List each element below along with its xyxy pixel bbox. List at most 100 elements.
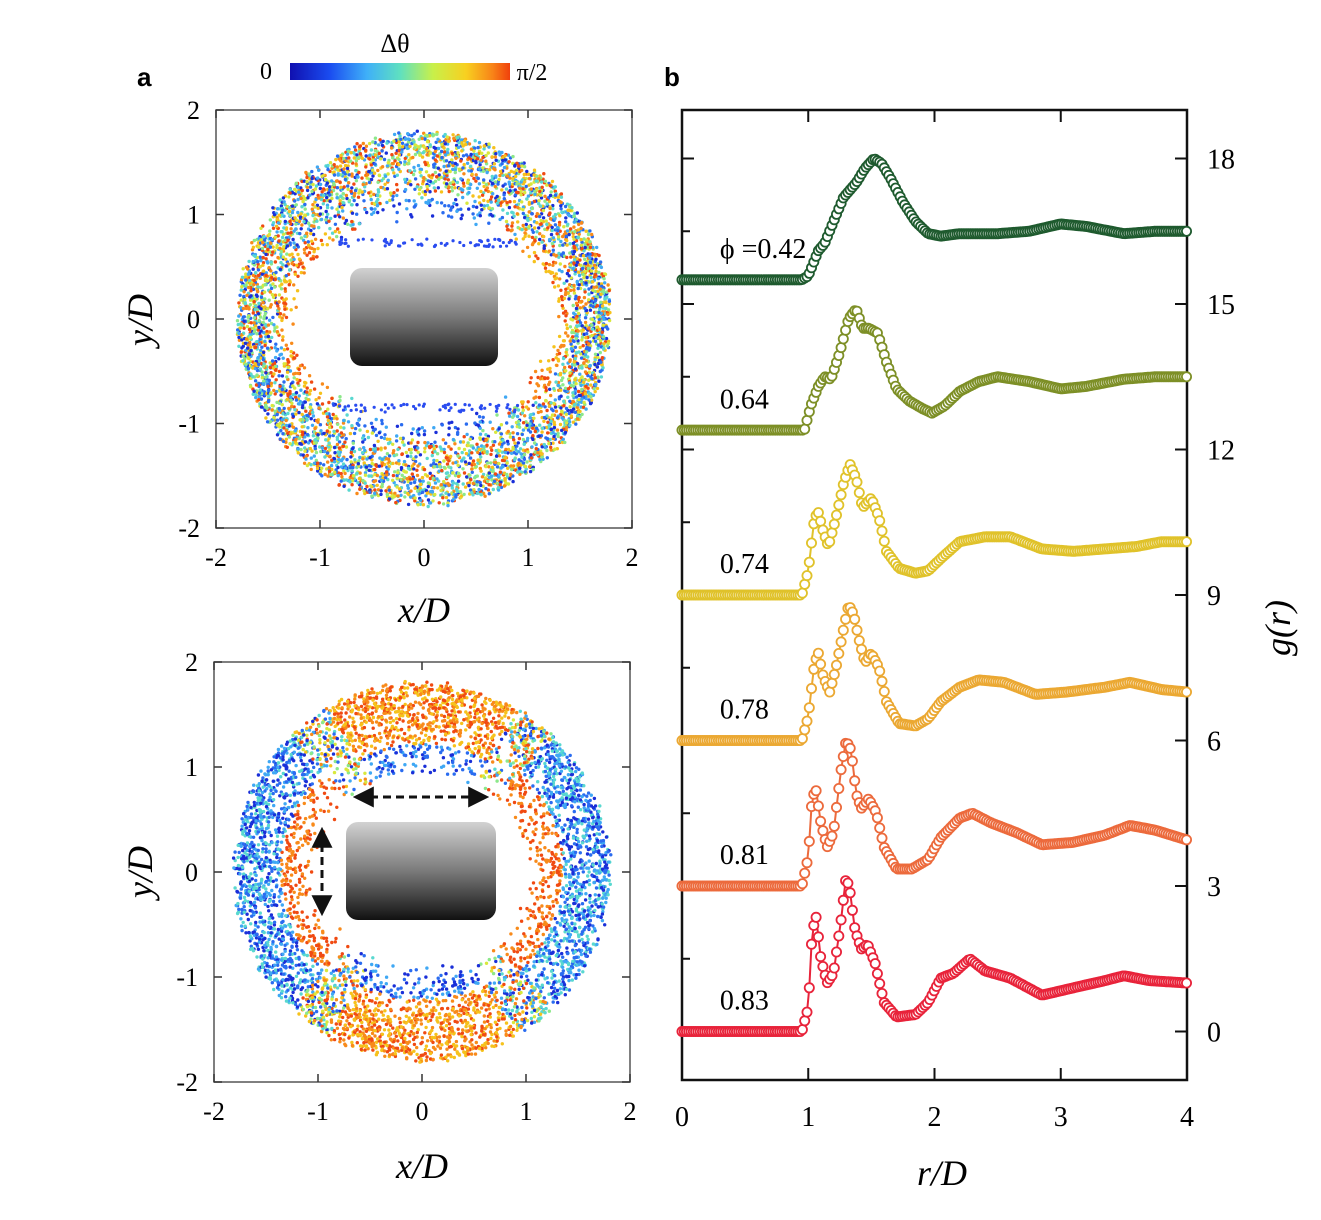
scatter-point [286, 365, 290, 370]
scatter-point [451, 481, 456, 485]
scatter-point [517, 450, 521, 454]
scatter-point [323, 232, 328, 236]
scatter-point [283, 280, 287, 284]
scatter-point [446, 147, 450, 152]
scatter-point [545, 408, 549, 413]
scatter-point [470, 451, 474, 455]
scatter-point [471, 204, 476, 209]
scatter-point [278, 315, 282, 319]
scatter-point [418, 479, 422, 483]
scatter-point [492, 162, 497, 166]
scatter-point [403, 160, 407, 164]
scatter-point [451, 437, 456, 442]
scatter-point [339, 479, 343, 483]
scatter-point [550, 407, 554, 411]
scatter-point [423, 192, 427, 197]
scatter-point [526, 400, 530, 404]
scatter-point [577, 232, 581, 236]
scatter-point [379, 492, 383, 497]
scatter-point [341, 216, 345, 220]
scatter-point [593, 273, 597, 277]
scatter-point [564, 331, 568, 335]
scatter-point [403, 156, 407, 161]
scatter-point [402, 443, 406, 447]
scatter-point [593, 352, 598, 356]
scatter-point [279, 429, 283, 433]
scatter-point [350, 447, 355, 451]
scatter-point [598, 260, 603, 264]
scatter-point [462, 162, 466, 167]
scatter-point [344, 437, 348, 441]
scatter-point [482, 147, 486, 151]
scatter-point [534, 401, 538, 405]
scatter-point [268, 245, 273, 249]
scatter-point [556, 235, 561, 239]
scatter-point [370, 494, 374, 498]
scatter-point [301, 417, 305, 421]
scatter-point [422, 429, 427, 433]
scatter-point [499, 432, 504, 436]
scatter-point [332, 173, 337, 177]
scatter-point [282, 226, 286, 230]
scatter-point [338, 395, 342, 399]
scatter-point [545, 222, 549, 226]
scatter-point [596, 276, 600, 281]
scatter-point [467, 207, 471, 211]
scatter-point [565, 229, 570, 233]
scatter-point [439, 149, 444, 154]
scatter-point [540, 368, 544, 372]
scatter-point [403, 495, 407, 499]
scatter-point [520, 432, 524, 437]
scatter-point [283, 287, 287, 291]
scatter-point [296, 371, 300, 376]
scatter-point [289, 258, 293, 262]
scatter-point [511, 479, 515, 484]
scatter-point [439, 483, 443, 487]
scatter-point [475, 483, 479, 487]
scatter-point [350, 186, 354, 190]
scatter-point [549, 232, 554, 237]
scatter-point [415, 129, 419, 133]
scatter-point [422, 467, 427, 472]
scatter-point [284, 264, 288, 268]
scatter-point [425, 133, 429, 138]
scatter-point [299, 212, 303, 216]
scatter-point [346, 420, 351, 424]
scatter-point [246, 319, 250, 323]
scatter-point [442, 465, 447, 470]
scatter-point [291, 425, 296, 429]
scatter-point [352, 431, 357, 436]
scatter-point [341, 209, 345, 213]
scatter-point [572, 288, 576, 292]
scatter-point [305, 432, 310, 437]
scatter-point [288, 389, 292, 394]
scatter-point [326, 407, 330, 411]
scatter-point [358, 455, 362, 460]
scatter-point [528, 217, 533, 221]
scatter-point [528, 422, 532, 426]
scatter-point [545, 456, 549, 460]
scatter-point [473, 139, 477, 143]
scatter-point [242, 290, 246, 294]
scatter-point [500, 188, 504, 192]
scatter-point [295, 289, 300, 293]
scatter-point [507, 414, 512, 418]
scatter-point [530, 445, 534, 449]
scatter-point [284, 297, 288, 301]
scatter-point [594, 257, 598, 261]
scatter-point [589, 383, 593, 387]
scatter-point [241, 306, 246, 311]
scatter-point [247, 327, 252, 332]
scatter-point [442, 459, 446, 463]
scatter-point [385, 187, 390, 191]
scatter-point [420, 475, 425, 480]
scatter-point [316, 206, 320, 211]
scatter-point [240, 338, 244, 342]
scatter-point [348, 159, 353, 163]
scatter-point [267, 378, 271, 382]
scatter-point [381, 208, 385, 212]
scatter-point [433, 440, 437, 444]
scatter-point [280, 318, 284, 323]
scatter-point [568, 359, 572, 364]
scatter-point [563, 319, 567, 323]
